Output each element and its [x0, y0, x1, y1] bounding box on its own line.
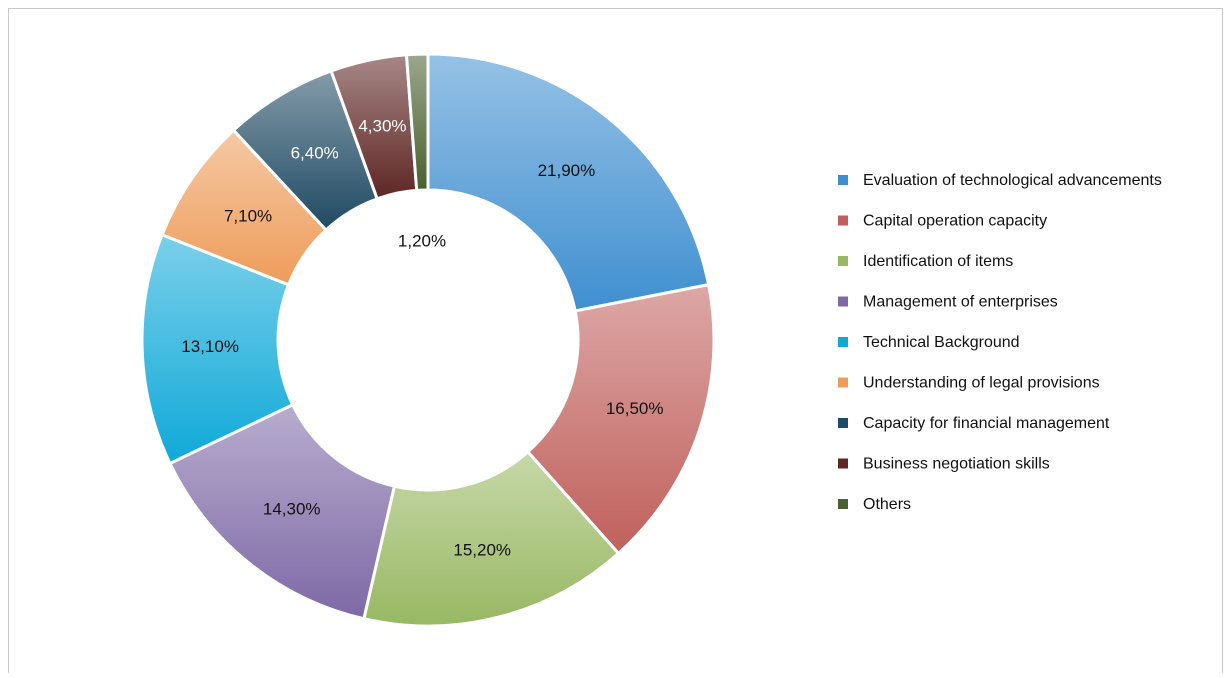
legend-label: Capital operation capacity	[863, 213, 1047, 230]
legend-swatch	[838, 296, 848, 307]
data-label: 7,10%	[224, 206, 272, 225]
legend-swatch	[838, 215, 848, 226]
data-label: 6,40%	[291, 143, 339, 162]
legend-label: Capacity for financial management	[863, 415, 1110, 432]
chart-frame	[8, 8, 1223, 678]
legend-swatch	[838, 175, 848, 185]
donut-slice	[167, 402, 397, 621]
legend-label: Others	[863, 496, 911, 513]
donut-slice	[525, 282, 716, 556]
legend-label: Business negotiation skills	[863, 456, 1050, 473]
data-label: 16,50%	[606, 399, 664, 418]
legend-label: Evaluation of technological advancements	[863, 172, 1162, 189]
donut-slice	[404, 52, 430, 193]
legend-label: Management of enterprises	[863, 294, 1058, 311]
donut-slice	[426, 52, 711, 313]
data-label: 4,30%	[358, 116, 406, 135]
donut-slice	[362, 449, 621, 628]
data-label: 15,20%	[453, 541, 511, 560]
legend-swatch	[838, 458, 848, 469]
data-label: 1,20%	[398, 231, 446, 250]
legend-swatch	[838, 418, 848, 428]
legend-label: Technical Background	[863, 334, 1020, 351]
data-label: 14,30%	[263, 500, 321, 519]
legend-swatch	[838, 377, 848, 388]
legend-swatch	[838, 256, 848, 266]
data-label: 21,90%	[538, 161, 596, 180]
legend-label: Understanding of legal provisions	[863, 375, 1100, 392]
legend-swatch	[838, 337, 848, 347]
data-label: 13,10%	[181, 337, 239, 356]
legend-label: Identification of items	[863, 253, 1013, 270]
legend-swatch	[838, 499, 848, 509]
